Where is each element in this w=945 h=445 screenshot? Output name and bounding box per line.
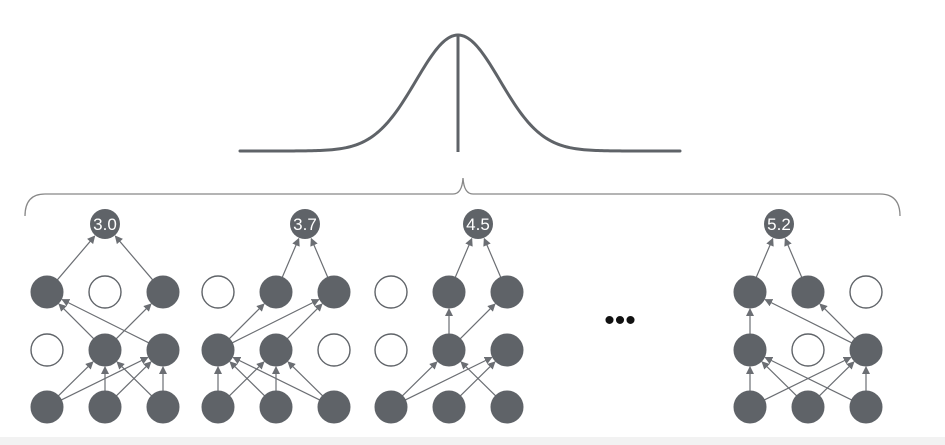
output-value: 4.5 <box>466 215 490 234</box>
active-neuron-r1-c1 <box>432 333 466 367</box>
output-edge <box>114 235 154 281</box>
hidden1-edge <box>61 356 149 401</box>
dropped-neuron-r0-c1 <box>88 275 122 309</box>
output-value: 5.2 <box>767 215 791 234</box>
output-edge <box>755 237 774 278</box>
network-4: 5.2 <box>733 209 883 424</box>
network-1: 3.0 <box>30 209 180 424</box>
active-neuron-r1-c2 <box>849 333 883 367</box>
network-2: 3.7 <box>201 209 351 424</box>
active-neuron-r0-c2 <box>317 275 351 309</box>
dropped-neuron-r1-c0 <box>374 333 408 367</box>
hidden1-edge <box>115 361 152 397</box>
active-neuron-r0-c2 <box>146 275 180 309</box>
active-neuron-r2-c1 <box>791 390 825 424</box>
hidden1-edge <box>287 361 324 397</box>
output-node <box>764 209 794 239</box>
dropped-neuron-r0-c0 <box>374 275 408 309</box>
active-neuron-r0-c2 <box>490 275 524 309</box>
active-neuron-r2-c1 <box>88 390 122 424</box>
active-neuron-r1-c1 <box>259 333 293 367</box>
active-neuron-r2-c0 <box>374 390 408 424</box>
networks-layer: 3.0 3.7 4.5 5.2 <box>30 209 883 424</box>
bell-curve <box>238 33 682 153</box>
hidden2-edge <box>232 299 320 344</box>
dropped-neuron-r0-c2 <box>849 275 883 309</box>
dropped-neuron-r1-c2 <box>317 333 351 367</box>
active-neuron-r2-c0 <box>733 390 767 424</box>
hidden2-edge <box>58 303 95 340</box>
hidden1-edge <box>818 361 855 397</box>
hidden2-edge <box>764 299 852 344</box>
output-value: 3.0 <box>93 215 117 234</box>
active-neuron-r1-c2 <box>146 333 180 367</box>
output-node <box>290 209 320 239</box>
dropped-neuron-r1-c1 <box>791 333 825 367</box>
hidden1-edge <box>228 361 265 397</box>
active-neuron-r0-c0 <box>30 275 64 309</box>
hidden1-edge <box>401 361 438 397</box>
hidden2-edge <box>61 299 149 344</box>
hidden1-edge <box>57 361 94 397</box>
active-neuron-r2-c0 <box>201 390 235 424</box>
output-edge <box>281 237 300 278</box>
network-3: 4.5 <box>374 209 524 424</box>
active-neuron-r0-c1 <box>432 275 466 309</box>
active-neuron-r2-c2 <box>317 390 351 424</box>
active-neuron-r0-c1 <box>791 275 825 309</box>
bottom-strip <box>0 437 945 445</box>
active-neuron-r0-c0 <box>733 275 767 309</box>
hidden1-edge <box>459 361 496 397</box>
dropped-neuron-r0-c0 <box>201 275 235 309</box>
active-neuron-r2-c0 <box>30 390 64 424</box>
output-node <box>90 209 120 239</box>
dropped-neuron-r1-c0 <box>30 333 64 367</box>
output-edge <box>454 237 473 278</box>
hidden2-edge <box>228 303 265 340</box>
output-node <box>463 209 493 239</box>
output-value: 3.7 <box>293 215 317 234</box>
output-edge <box>310 237 329 278</box>
hidden2-edge <box>819 303 856 340</box>
active-neuron-r0-c1 <box>259 275 293 309</box>
active-neuron-r2-c2 <box>146 390 180 424</box>
active-neuron-r1-c1 <box>88 333 122 367</box>
ensemble-brace <box>24 177 901 217</box>
hidden2-edge <box>459 303 496 340</box>
output-edge <box>784 237 803 278</box>
output-edge <box>483 237 502 278</box>
hidden1-edge <box>761 361 798 397</box>
ellipsis: ••• <box>604 304 636 337</box>
hidden2-edge <box>286 303 323 340</box>
active-neuron-r1-c2 <box>490 333 524 367</box>
output-edge <box>56 235 96 281</box>
active-neuron-r2-c2 <box>490 390 524 424</box>
active-neuron-r2-c1 <box>432 390 466 424</box>
active-neuron-r2-c1 <box>259 390 293 424</box>
active-neuron-r2-c2 <box>849 390 883 424</box>
active-neuron-r1-c0 <box>201 333 235 367</box>
hidden1-edge <box>405 356 493 401</box>
hidden1-edge <box>764 356 852 401</box>
active-neuron-r1-c0 <box>733 333 767 367</box>
hidden2-edge <box>115 303 152 340</box>
